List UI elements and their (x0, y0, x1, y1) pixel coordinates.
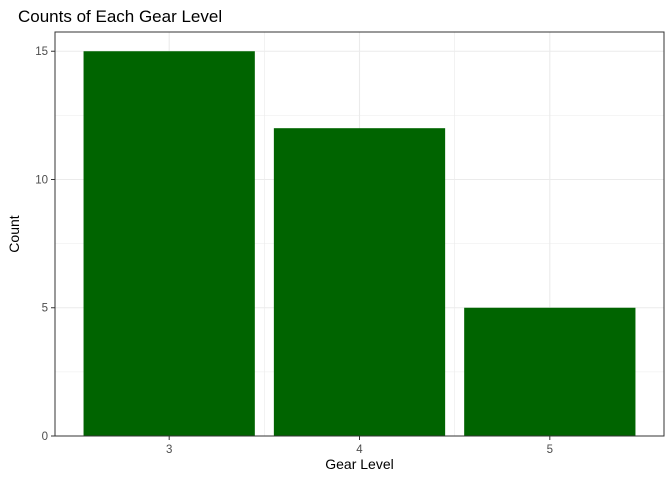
x-axis-title: Gear Level (325, 456, 393, 472)
bar-3 (83, 51, 255, 436)
y-tick-label: 10 (35, 174, 48, 186)
x-tick-label: 4 (356, 444, 363, 456)
bar-4 (273, 128, 446, 436)
chart-title: Counts of Each Gear Level (18, 7, 222, 26)
y-tick-label: 0 (42, 431, 48, 443)
y-tick-label: 15 (35, 46, 48, 58)
y-tick-label: 5 (42, 303, 48, 315)
bar-5 (464, 307, 636, 436)
y-axis: 0 5 10 15 (35, 46, 55, 443)
x-tick-label: 3 (166, 444, 172, 456)
x-axis: 3 4 5 (166, 436, 553, 456)
y-axis-title: Count (6, 215, 22, 252)
x-tick-label: 5 (547, 444, 553, 456)
bars (83, 51, 636, 436)
